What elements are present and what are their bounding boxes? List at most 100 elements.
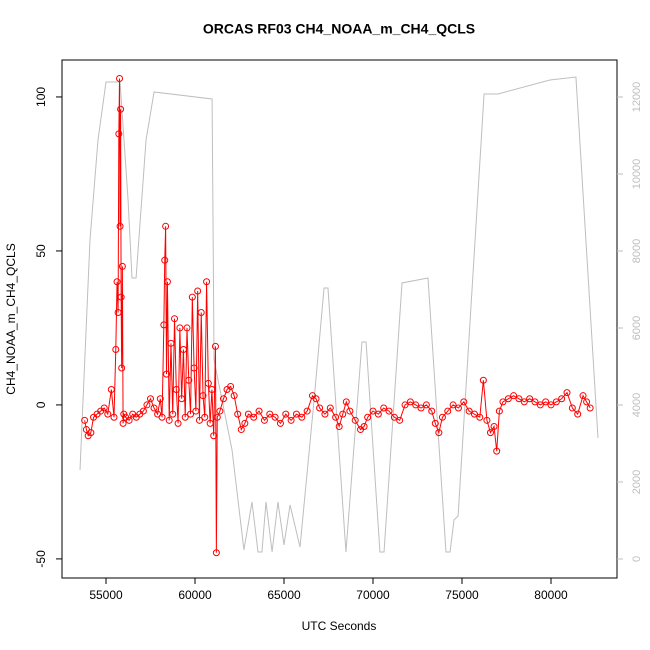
- data-point: [271, 413, 279, 421]
- data-point: [204, 379, 212, 387]
- data-point: [176, 324, 184, 332]
- data-point: [495, 407, 503, 415]
- data-point: [237, 426, 245, 434]
- data-point: [380, 404, 388, 412]
- data-point: [460, 398, 468, 406]
- chart-title: ORCAS RF03 CH4_NOAA_m_CH4_QCLS: [203, 21, 475, 37]
- data-point: [113, 278, 121, 286]
- data-point: [171, 315, 179, 323]
- data-point: [401, 401, 409, 409]
- data-point: [531, 398, 539, 406]
- data-point: [185, 376, 193, 384]
- x-tick-label: 70000: [356, 588, 390, 602]
- data-point: [438, 413, 446, 421]
- x-tick-label: 80000: [534, 588, 568, 602]
- data-point: [510, 392, 518, 400]
- data-point: [172, 386, 180, 394]
- data-point: [150, 404, 158, 412]
- data-point: [339, 410, 347, 418]
- data-point: [583, 398, 591, 406]
- data-point: [396, 416, 404, 424]
- data-point: [406, 398, 414, 406]
- data-point: [563, 389, 571, 397]
- data-point: [369, 407, 377, 415]
- data-point: [515, 395, 523, 403]
- data-point: [374, 410, 382, 418]
- data-point: [312, 395, 320, 403]
- x-tick-label: 75000: [445, 588, 479, 602]
- data-point: [174, 419, 182, 427]
- data-point: [161, 256, 169, 264]
- data-point: [107, 386, 115, 394]
- data-point: [119, 419, 127, 427]
- data-point: [187, 410, 195, 418]
- data-point: [266, 410, 274, 418]
- x-axis-label: UTC Seconds: [302, 619, 377, 633]
- x-tick-label: 60000: [178, 588, 212, 602]
- data-point: [188, 293, 196, 301]
- data-point: [179, 345, 187, 353]
- data-point: [194, 287, 202, 295]
- data-point: [114, 309, 122, 317]
- data-point: [190, 364, 198, 372]
- data-point: [276, 419, 284, 427]
- data-point: [104, 410, 112, 418]
- data-point: [118, 262, 126, 270]
- data-point: [100, 404, 108, 412]
- data-point: [156, 395, 164, 403]
- y-axis-label: CH4_NOAA_m_CH4_QCLS: [4, 243, 18, 394]
- data-point: [417, 404, 425, 412]
- data-point: [385, 407, 393, 415]
- data-point: [490, 422, 498, 430]
- data-point: [552, 398, 560, 406]
- data-point: [335, 422, 343, 430]
- data-point: [213, 413, 221, 421]
- data-point: [321, 410, 329, 418]
- data-point: [160, 321, 168, 329]
- data-point: [444, 407, 452, 415]
- data-point: [208, 386, 216, 394]
- y2-tick-label: 0: [631, 556, 643, 562]
- data-point: [116, 222, 124, 230]
- data-point: [216, 407, 224, 415]
- data-point: [125, 416, 133, 424]
- y2-tick-label: 6000: [631, 316, 643, 340]
- data-point: [117, 105, 125, 113]
- data-point: [116, 74, 124, 82]
- data-point: [117, 293, 125, 301]
- data-point: [169, 410, 177, 418]
- data-point: [586, 404, 594, 412]
- data-point: [316, 404, 324, 412]
- data-point: [568, 404, 576, 412]
- data-point: [470, 410, 478, 418]
- y2-tick-label: 10000: [631, 159, 643, 190]
- y-tick-label: 50: [34, 244, 48, 258]
- data-point: [112, 345, 120, 353]
- data-point: [526, 395, 534, 403]
- data-point: [211, 342, 219, 350]
- data-point: [115, 130, 123, 138]
- data-point: [454, 404, 462, 412]
- y-tick-label: 0: [34, 401, 48, 408]
- data-line: [84, 78, 591, 553]
- data-point: [287, 416, 295, 424]
- y2-tick-label: 8000: [631, 239, 643, 263]
- x-tick-label: 55000: [89, 588, 123, 602]
- x-tick-label: 65000: [267, 588, 301, 602]
- data-point: [139, 407, 147, 415]
- data-point: [162, 222, 170, 230]
- data-point: [536, 401, 544, 409]
- data-point: [558, 395, 566, 403]
- data-point: [118, 364, 126, 372]
- data-point: [241, 419, 249, 427]
- data-point: [431, 419, 439, 427]
- data-point: [167, 339, 175, 347]
- data-point: [163, 370, 171, 378]
- y-tick-label: 100: [34, 87, 48, 107]
- data-point: [303, 407, 311, 415]
- data-point: [483, 416, 491, 424]
- data-point: [197, 309, 205, 317]
- data-point: [219, 395, 227, 403]
- data-point: [428, 407, 436, 415]
- data-point: [298, 413, 306, 421]
